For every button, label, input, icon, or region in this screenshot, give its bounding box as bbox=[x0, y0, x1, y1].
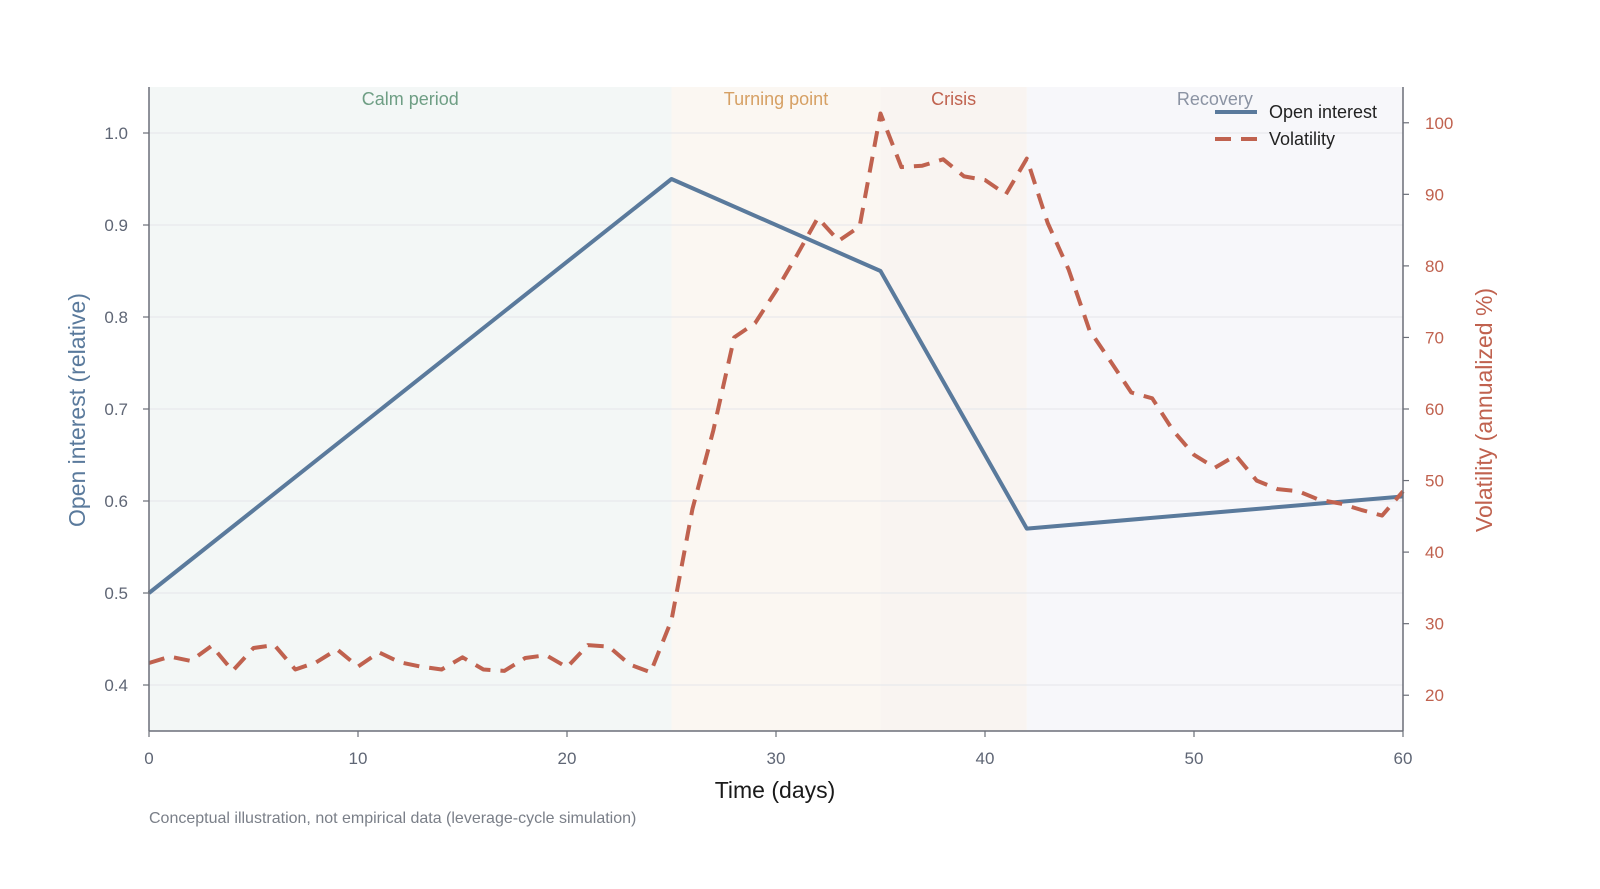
x-tick-label-4: 40 bbox=[976, 749, 995, 768]
series-layer bbox=[147, 111, 1405, 675]
left-tick-label-4: 0.8 bbox=[104, 308, 128, 327]
legend-label-0: Open interest bbox=[1269, 102, 1377, 122]
left-tick-label-5: 0.9 bbox=[104, 216, 128, 235]
region-label-0: Calm period bbox=[362, 89, 459, 109]
x-tick-label-5: 50 bbox=[1185, 749, 1204, 768]
footnote: Conceptual illustration, not empirical d… bbox=[149, 810, 636, 827]
phase-labels: Calm period Turning point Crisis Recovery bbox=[362, 89, 1253, 109]
left-tick-label-1: 0.5 bbox=[104, 584, 128, 603]
legend: Open interest Volatility bbox=[1215, 102, 1377, 149]
ticks: 0.40.50.60.70.80.91.02030405060708090100… bbox=[104, 114, 1453, 768]
region-label-2: Crisis bbox=[931, 89, 976, 109]
x-tick-label-6: 60 bbox=[1394, 749, 1413, 768]
right-tick-label-0: 20 bbox=[1425, 686, 1444, 705]
right-tick-label-3: 50 bbox=[1425, 472, 1444, 491]
x-tick-label-2: 20 bbox=[558, 749, 577, 768]
region-label-3: Recovery bbox=[1177, 89, 1253, 109]
x-axis-title: Time (days) bbox=[715, 777, 836, 803]
left-tick-label-2: 0.6 bbox=[104, 492, 128, 511]
series-line-open-interest bbox=[147, 177, 1404, 595]
series-line-volatility bbox=[148, 111, 1405, 675]
x-tick-label-3: 30 bbox=[767, 749, 786, 768]
left-tick-label-0: 0.4 bbox=[104, 676, 128, 695]
right-tick-label-4: 60 bbox=[1425, 400, 1444, 419]
right-tick-label-6: 80 bbox=[1425, 257, 1444, 276]
right-tick-label-2: 40 bbox=[1425, 543, 1444, 562]
legend-label-1: Volatility bbox=[1269, 129, 1335, 149]
left-axis-title: Open interest (relative) bbox=[64, 293, 90, 527]
right-axis-title: Volatility (annualized %) bbox=[1471, 288, 1497, 532]
left-tick-label-6: 1.0 bbox=[104, 124, 128, 143]
x-tick-label-1: 10 bbox=[349, 749, 368, 768]
right-tick-label-8: 100 bbox=[1425, 114, 1453, 133]
right-tick-label-7: 90 bbox=[1425, 185, 1444, 204]
region-label-1: Turning point bbox=[724, 89, 828, 109]
right-tick-label-5: 70 bbox=[1425, 328, 1444, 347]
x-tick-label-0: 0 bbox=[144, 749, 153, 768]
left-tick-label-3: 0.7 bbox=[104, 400, 128, 419]
right-tick-label-1: 30 bbox=[1425, 615, 1444, 634]
